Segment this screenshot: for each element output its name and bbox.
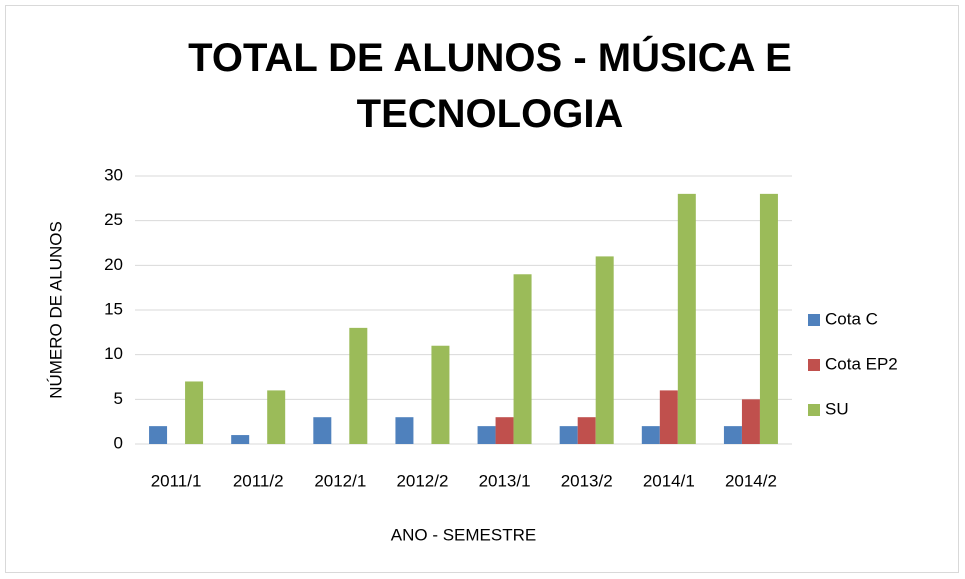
bar [741, 399, 760, 444]
legend-swatch [808, 404, 820, 416]
bar [313, 417, 332, 444]
bar [595, 256, 614, 444]
bar [513, 274, 532, 444]
bar [149, 426, 168, 444]
x-tick-label: 2014/2 [725, 471, 777, 490]
y-axis-label: NÚMERO DE ALUNOS [46, 221, 65, 399]
bar [759, 193, 778, 444]
x-tick-label: 2011/1 [151, 471, 202, 490]
bar [431, 345, 450, 444]
legend-label: SU [825, 399, 849, 418]
bar [267, 390, 286, 444]
bar [349, 327, 368, 444]
y-tick-label: 15 [104, 299, 123, 318]
bar [723, 426, 742, 444]
bar [559, 426, 578, 444]
bar [185, 381, 204, 444]
bar [659, 390, 678, 444]
y-tick-label: 20 [104, 255, 123, 274]
x-tick-label: 2012/1 [314, 471, 366, 490]
bar [495, 417, 514, 444]
y-tick-label: 10 [104, 344, 123, 363]
x-tick-label: 2012/2 [396, 471, 448, 490]
legend-swatch [808, 359, 820, 371]
x-tick-label: 2013/2 [561, 471, 613, 490]
y-tick-label: 25 [104, 210, 123, 229]
x-tick-label: 2014/1 [643, 471, 695, 490]
x-axis-label: ANO - SEMESTRE [391, 525, 536, 544]
bar [231, 435, 250, 444]
bar [395, 417, 414, 444]
legend-label: Cota C [825, 309, 878, 328]
bar [677, 193, 696, 444]
y-tick-label: 5 [114, 389, 123, 408]
chart-title: TOTAL DE ALUNOS - MÚSICA E TECNOLOGIA [188, 36, 792, 136]
bar [477, 426, 496, 444]
y-tick-label: 30 [104, 165, 123, 184]
x-tick-label: 2013/1 [479, 471, 531, 490]
chart-border [5, 5, 959, 573]
bar [577, 417, 596, 444]
bar [641, 426, 660, 444]
legend-label: Cota EP2 [825, 354, 898, 373]
y-tick-label: 0 [114, 433, 123, 452]
x-tick-label: 2011/2 [233, 471, 284, 490]
legend-swatch [808, 314, 820, 326]
